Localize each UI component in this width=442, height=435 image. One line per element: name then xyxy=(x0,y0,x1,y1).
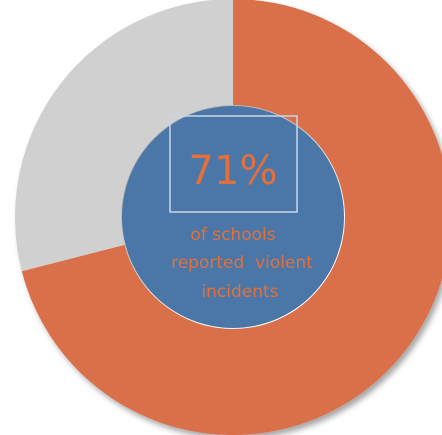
percent-label: 71% xyxy=(189,148,278,194)
donut-slices xyxy=(15,0,442,435)
center-circle xyxy=(122,106,344,328)
caption-line-3: incidents xyxy=(201,282,278,302)
percent-frame xyxy=(169,115,298,213)
donut-slice-1 xyxy=(21,0,442,435)
caption-line-1: of schools xyxy=(190,225,275,245)
caption-line-2: reported violent xyxy=(171,253,313,273)
donut-slice-2 xyxy=(15,0,233,272)
